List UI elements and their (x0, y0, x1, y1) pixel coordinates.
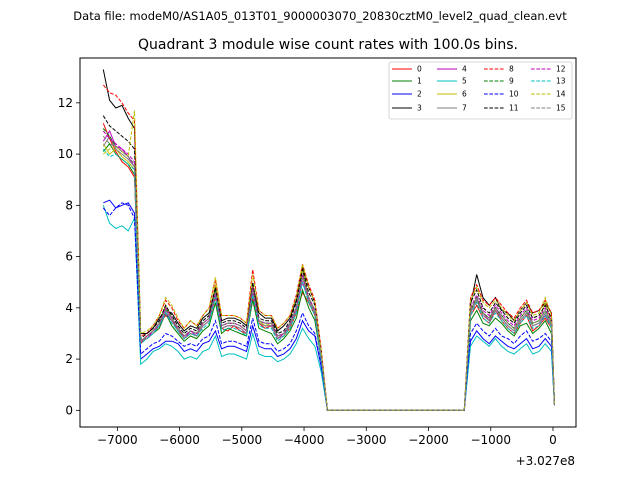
legend-label-0: 0 (417, 65, 422, 74)
series-line-13 (102, 148, 555, 411)
series-line-10 (102, 202, 555, 411)
x-tick-label: −4000 (284, 433, 325, 447)
series-line-1 (102, 142, 555, 411)
legend-label-12: 12 (556, 65, 566, 74)
y-axis-ticks: 0 2 4 6 8 10 12 (58, 96, 80, 417)
legend-label-1: 1 (417, 77, 422, 86)
legend-label-14: 14 (556, 90, 566, 99)
series-line-9 (102, 128, 555, 411)
chart-title: Quadrant 3 module wise count rates with … (138, 37, 518, 53)
legend-label-9: 9 (509, 77, 514, 86)
legend-label-15: 15 (556, 104, 566, 113)
series-line-3 (102, 69, 555, 411)
x-axis-ticks: −7000 −6000 −5000 −4000 −3000 −2000 −1000 0 (97, 427, 557, 447)
series-line-5 (102, 205, 555, 411)
series-line-4 (102, 129, 555, 411)
legend-label-5: 5 (462, 77, 467, 86)
legend-label-7: 7 (462, 104, 467, 113)
y-tick-label: 0 (65, 403, 73, 417)
series-line-15 (102, 135, 555, 411)
series-line-11 (102, 115, 555, 411)
legend-label-3: 3 (417, 104, 422, 113)
x-tick-label: −6000 (159, 433, 200, 447)
y-tick-label: 8 (65, 198, 73, 212)
legend-label-10: 10 (509, 90, 519, 99)
x-tick-label: −1000 (470, 433, 511, 447)
y-tick-label: 12 (58, 96, 73, 110)
x-tick-label: −2000 (408, 433, 449, 447)
legend-label-2: 2 (417, 90, 422, 99)
x-tick-label: 0 (549, 433, 557, 447)
legend-label-4: 4 (462, 65, 467, 74)
series-line-7 (102, 135, 555, 411)
data-file-label: Data file: modeM0/AS1A05_013T01_90000030… (73, 9, 567, 23)
x-tick-label: −5000 (222, 433, 263, 447)
legend-label-13: 13 (556, 77, 566, 86)
series-layer (102, 69, 555, 411)
series-line-14 (102, 110, 555, 411)
x-tick-label: −7000 (97, 433, 138, 447)
y-tick-label: 4 (65, 301, 73, 315)
legend-label-8: 8 (509, 65, 514, 74)
series-line-2 (103, 199, 555, 411)
legend-label-6: 6 (462, 90, 467, 99)
series-line-8 (102, 84, 555, 411)
series-line-0 (102, 123, 555, 411)
series-line-6 (102, 143, 555, 411)
x-tick-label: −3000 (346, 433, 387, 447)
y-tick-label: 2 (65, 352, 73, 366)
legend-label-11: 11 (509, 104, 519, 113)
legend-frame (388, 61, 573, 120)
y-tick-label: 10 (58, 147, 73, 161)
plot-frame (79, 57, 577, 428)
x-axis-offset-label: +3.027e8 (516, 454, 575, 468)
y-tick-label: 6 (65, 250, 73, 264)
series-line-12 (102, 130, 555, 411)
